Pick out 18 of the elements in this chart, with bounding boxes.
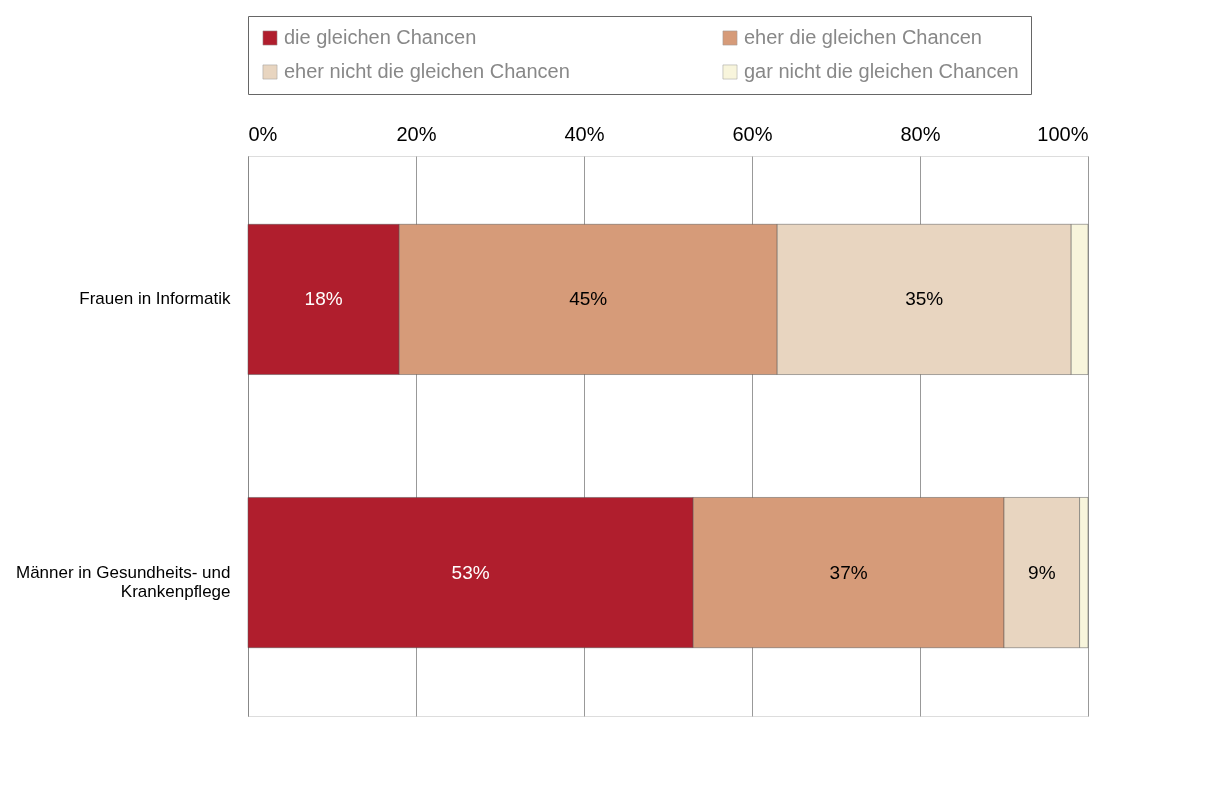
legend-label: eher nicht die gleichen Chancen (284, 60, 570, 82)
x-tick-label: 80% (900, 122, 941, 145)
y-tick-label: Männer in Gesundheits- und Krankenpflege (15, 562, 231, 601)
x-tick-label: 60% (732, 122, 773, 145)
y-tick-label: Frauen in Informatik (79, 289, 231, 309)
data-label: 18% (304, 288, 343, 310)
x-tick-label: 100% (1037, 122, 1089, 145)
data-label: 53% (451, 561, 490, 583)
legend-label: gar nicht die gleichen Chancen (744, 60, 1019, 82)
data-label: 35% (905, 288, 944, 310)
data-label: 9% (1028, 561, 1056, 583)
x-tick-label: 20% (396, 122, 437, 145)
legend-label: eher die gleichen Chancen (744, 26, 982, 48)
legend-label: die gleichen Chancen (284, 26, 477, 48)
data-label: 37% (829, 561, 868, 583)
x-tick-label: 40% (564, 122, 605, 145)
data-label: 45% (569, 288, 608, 310)
x-tick-label: 0% (248, 122, 278, 145)
